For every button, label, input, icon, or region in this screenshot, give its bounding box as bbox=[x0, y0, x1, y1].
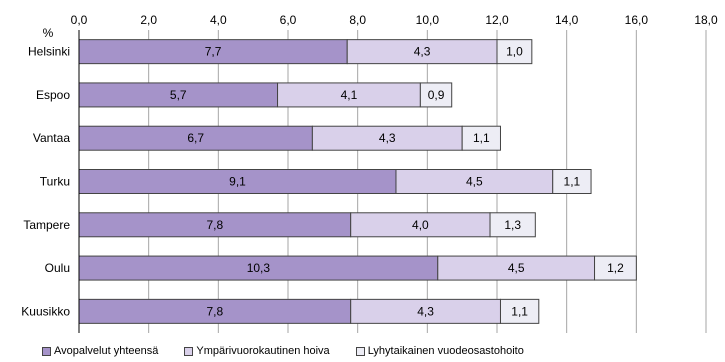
data-label: 4,1 bbox=[341, 88, 358, 102]
bar-segment bbox=[78, 255, 439, 281]
legend-swatch-ymparivuorokautinen bbox=[184, 346, 194, 356]
x-tick-label: 2,0 bbox=[140, 13, 157, 27]
x-tick-label: 4,0 bbox=[210, 13, 227, 27]
bar-segment bbox=[437, 255, 596, 281]
bar-segment bbox=[311, 125, 463, 151]
data-label: 1,0 bbox=[506, 45, 523, 59]
bar-segment bbox=[552, 169, 592, 194]
bar-segment bbox=[78, 298, 352, 324]
legend-item-avopalvelut: Avopalvelut yhteensä bbox=[42, 345, 158, 357]
data-label: 4,0 bbox=[412, 218, 429, 232]
data-label: 10,3 bbox=[247, 261, 271, 275]
data-label: 1,3 bbox=[504, 218, 521, 232]
data-label: 4,3 bbox=[414, 45, 431, 59]
category-label: Tampere bbox=[23, 218, 70, 232]
legend-label-avopalvelut: Avopalvelut yhteensä bbox=[54, 345, 159, 357]
data-label: 7,7 bbox=[205, 45, 222, 59]
x-tick-label: 16,0 bbox=[625, 13, 649, 27]
data-label: 4,5 bbox=[508, 261, 525, 275]
legend: Avopalvelut yhteensä Ympärivuorokautinen… bbox=[42, 345, 524, 357]
x-tick-label: 18,0 bbox=[694, 13, 718, 27]
x-tick-label: 0,0 bbox=[71, 13, 88, 27]
legend-label-lyhytaikainen: Lyhytaikainen vuodeosastohoito bbox=[367, 345, 524, 357]
data-label: 1,2 bbox=[607, 261, 624, 275]
data-label: 4,3 bbox=[379, 131, 396, 145]
x-tick-label: 10,0 bbox=[416, 13, 440, 27]
legend-label-ymparivuorokautinen: Ympärivuorokautinen hoiva bbox=[196, 345, 330, 357]
data-label: 4,5 bbox=[466, 175, 483, 189]
bar-segment bbox=[346, 39, 498, 65]
data-label: 4,3 bbox=[417, 304, 434, 318]
data-label: 6,7 bbox=[187, 131, 204, 145]
bar-segment bbox=[496, 39, 533, 65]
bar-segment bbox=[277, 82, 421, 108]
category-label: Espoo bbox=[36, 88, 70, 102]
legend-item-lyhytaikainen: Lyhytaikainen vuodeosastohoito bbox=[355, 345, 524, 357]
legend-swatch-avopalvelut bbox=[42, 346, 51, 356]
bar-segment bbox=[78, 125, 313, 151]
data-label: 1,1 bbox=[564, 175, 581, 189]
category-label: Vantaa bbox=[33, 131, 70, 145]
bar-segment bbox=[489, 212, 536, 238]
data-label: 0,9 bbox=[428, 88, 445, 102]
x-tick-label: 6,0 bbox=[280, 13, 297, 27]
bar-segment bbox=[78, 169, 397, 194]
legend-swatch-lyhytaikainen bbox=[355, 346, 365, 356]
bar-segment bbox=[419, 82, 453, 108]
bar-segment bbox=[395, 169, 554, 194]
category-labels: Helsinki Espoo Vantaa Turku Tampere Oulu Kuusi… bbox=[21, 45, 70, 319]
x-tick-label: 14,0 bbox=[555, 13, 579, 27]
bar-segment bbox=[594, 255, 637, 281]
data-label: 9,1 bbox=[229, 175, 246, 189]
x-tick-label: 12,0 bbox=[485, 13, 509, 27]
data-labels: 7,7 4,3 1,0 5,7 4,1 0,9 6,7 4,3 1,1 9,1 4,5 1,1 7,8 4… bbox=[170, 45, 624, 319]
data-label: 5,7 bbox=[170, 88, 187, 102]
x-tick-labels: 0,0 2,0 4,0 6,0 8,0 10,0 12,0 14,0 16,0 18,0 bbox=[71, 13, 718, 27]
data-label: 1,1 bbox=[473, 131, 490, 145]
category-label: Helsinki bbox=[28, 45, 70, 59]
legend-item-ymparivuorokautinen: Ympärivuorokautinen hoiva bbox=[184, 345, 330, 357]
data-label: 1,1 bbox=[511, 304, 528, 318]
bar-segment bbox=[78, 82, 279, 108]
bar-segment bbox=[461, 125, 501, 151]
category-label: Kuusikko bbox=[21, 304, 70, 318]
x-tick-label: 8,0 bbox=[349, 13, 366, 27]
data-label: 7,8 bbox=[207, 304, 224, 318]
category-label: Oulu bbox=[45, 261, 70, 275]
category-label: Turku bbox=[40, 175, 70, 189]
y-axis-unit-label: % bbox=[43, 26, 54, 40]
bar-segment bbox=[499, 298, 540, 324]
data-label: 7,8 bbox=[207, 218, 224, 232]
bars bbox=[78, 39, 637, 324]
